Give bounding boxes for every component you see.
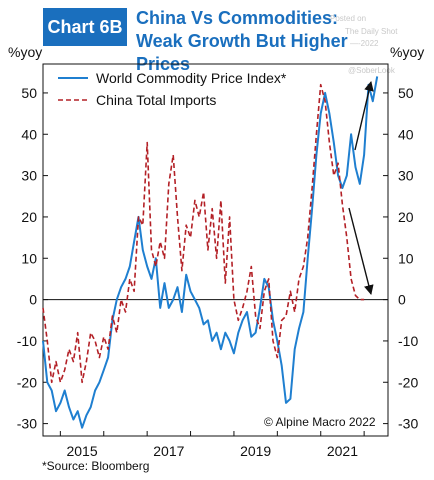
annotation-arrow-down bbox=[348, 207, 374, 295]
y-tick-label-right: -10 bbox=[398, 333, 418, 349]
series-line-china-imports bbox=[42, 83, 365, 384]
plot-frame bbox=[42, 63, 389, 437]
right-axis-unit: %yoy bbox=[390, 44, 425, 60]
y-tick-label-right: 30 bbox=[398, 168, 414, 184]
x-tick-label: 2019 bbox=[240, 443, 271, 459]
y-tick-label-right: -30 bbox=[398, 416, 418, 432]
chart-header: Chart 6B China Vs Commodities: Weak Grow… bbox=[0, 0, 434, 75]
copyright-label: © Alpine Macro 2022 bbox=[264, 415, 376, 429]
legend-label-commodity: World Commodity Price Index* bbox=[96, 70, 287, 86]
left-axis-unit: %yoy bbox=[8, 44, 43, 60]
y-tick-label-right: -20 bbox=[398, 374, 418, 390]
watermark-posted: Posted on bbox=[330, 14, 367, 23]
y-tick-label-left: -30 bbox=[17, 416, 37, 432]
chart-title: China Vs Commodities: Weak Growth But Hi… bbox=[136, 7, 376, 76]
legend: World Commodity Price Index* China Total… bbox=[58, 70, 287, 108]
y-tick-label-left: -10 bbox=[17, 333, 37, 349]
y-tick-label-left: 50 bbox=[21, 85, 37, 101]
series-line-commodity-index bbox=[42, 76, 379, 429]
watermark-source: The Daily Shot bbox=[345, 27, 398, 36]
y-tick-label-right: 10 bbox=[398, 250, 414, 266]
chart-title-line1: China Vs Commodities: bbox=[136, 8, 339, 28]
source-note: *Source: Bloomberg bbox=[42, 459, 150, 473]
y-tick-label-left: 30 bbox=[21, 168, 37, 184]
y-tick-label-right: 0 bbox=[398, 292, 406, 308]
chart-tag: Chart 6B bbox=[43, 8, 127, 46]
watermark-date: —-2022 bbox=[350, 39, 379, 48]
x-tick-label: 2015 bbox=[66, 443, 97, 459]
chart-title-line2: Weak Growth But Higher Prices bbox=[136, 31, 348, 74]
y-tick-label-left: 0 bbox=[29, 292, 37, 308]
y-tick-label-left: 10 bbox=[21, 250, 37, 266]
y-tick-label-right: 50 bbox=[398, 85, 414, 101]
y-tick-label-right: 20 bbox=[398, 209, 414, 225]
y-tick-label-left: -20 bbox=[17, 374, 37, 390]
y-tick-label-left: 40 bbox=[21, 126, 37, 142]
legend-label-imports: China Total Imports bbox=[96, 92, 216, 108]
y-tick-label-right: 40 bbox=[398, 126, 414, 142]
x-tick-label: 2017 bbox=[153, 443, 184, 459]
x-tick-label: 2021 bbox=[327, 443, 358, 459]
y-tick-label-left: 20 bbox=[21, 209, 37, 225]
annotation-arrow-up bbox=[354, 81, 374, 151]
watermark-handle: @SoberLook bbox=[348, 66, 395, 75]
